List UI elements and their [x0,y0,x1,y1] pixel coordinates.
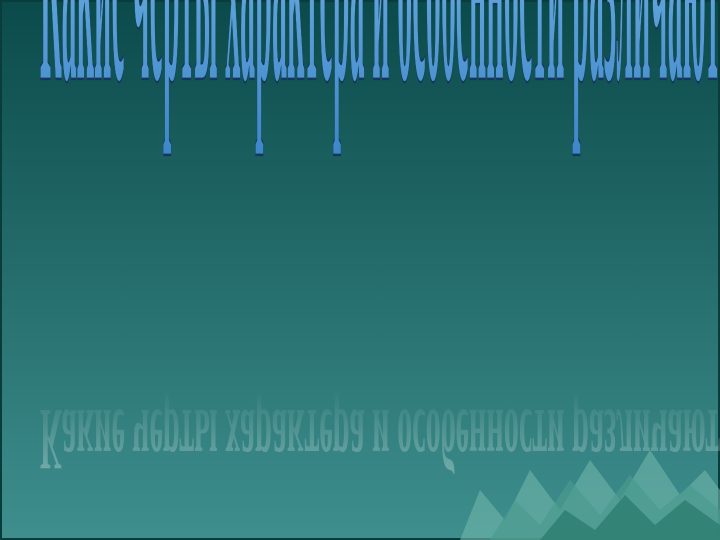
slide: Какие черты характера и особенности разл… [0,0,720,540]
wordart-reflection: Какие черты характера и особенности разл… [40,390,720,488]
wordart-title: Какие черты характера и особенности разл… [40,50,680,410]
wordart-text: Какие черты характера и особенности разл… [40,0,720,156]
